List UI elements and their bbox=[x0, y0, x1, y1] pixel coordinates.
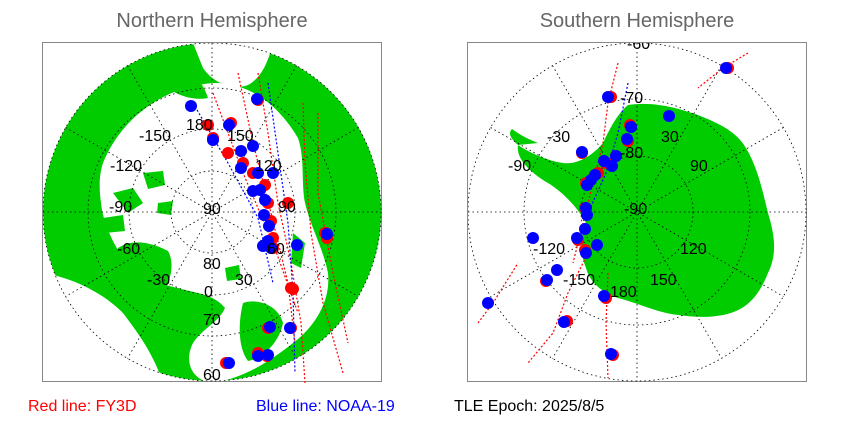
svalbard bbox=[225, 265, 241, 281]
north-polar-map: 180 -150 150 -120 120 -90 90 -60 60 -30 … bbox=[42, 42, 382, 383]
alaska bbox=[163, 63, 208, 99]
north-lon-label: -60 bbox=[117, 241, 140, 258]
south-lon-label: 120 bbox=[680, 241, 707, 258]
north-lat-label: 60 bbox=[203, 367, 221, 383]
south-panel-title: Southern Hemisphere bbox=[539, 10, 735, 32]
antarctic-peninsula bbox=[510, 129, 538, 145]
north-lon-label: 180 bbox=[186, 117, 213, 134]
south-lat-label: -80 bbox=[620, 145, 643, 162]
south-lon-label: 30 bbox=[661, 129, 679, 146]
south-lon-label: -90 bbox=[508, 158, 531, 175]
south-lat-label: -90 bbox=[624, 201, 647, 218]
south-noaa19-tracks bbox=[587, 82, 629, 214]
north-lon-label: -30 bbox=[147, 272, 170, 289]
south-lon-label: -120 bbox=[533, 241, 565, 258]
south-lon-label: 150 bbox=[650, 272, 677, 289]
south-lat-label: -70 bbox=[620, 90, 643, 107]
north-lon-label: -120 bbox=[110, 158, 142, 175]
north-panel-title: Northern Hemisphere bbox=[116, 10, 308, 32]
north-map-svg: 180 -150 150 -120 120 -90 90 -60 60 -30 … bbox=[43, 43, 382, 383]
north-lon-label: 0 bbox=[204, 284, 213, 301]
greenland bbox=[113, 242, 172, 303]
north-lon-label: 150 bbox=[227, 128, 254, 145]
north-lat-label: 90 bbox=[203, 201, 221, 218]
canadian-islands bbox=[103, 171, 173, 233]
south-lon-label: -150 bbox=[563, 272, 595, 289]
north-lon-label: 60 bbox=[267, 241, 285, 258]
north-lat-label: 80 bbox=[203, 256, 221, 273]
north-lat-label: 70 bbox=[203, 312, 221, 329]
north-noaa19-markers bbox=[185, 93, 333, 369]
legend-fy3d: Red line: FY3D bbox=[28, 398, 137, 415]
north-lon-label: -150 bbox=[139, 128, 171, 145]
north-lon-label: -90 bbox=[109, 199, 132, 216]
north-graticule bbox=[43, 43, 382, 382]
south-lon-label: 180 bbox=[610, 284, 637, 301]
south-lon-label: -30 bbox=[547, 129, 570, 146]
south-lon-label: 90 bbox=[690, 158, 708, 175]
south-noaa19-markers bbox=[482, 62, 732, 360]
legend-noaa19: Blue line: NOAA-19 bbox=[256, 398, 395, 415]
south-polar-map: -60 -30 30 -90 90 -120 120 -150 150 180 … bbox=[467, 42, 807, 382]
south-map-svg: -60 -30 30 -90 90 -120 120 -150 150 180 … bbox=[468, 43, 807, 382]
tle-epoch: TLE Epoch: 2025/8/5 bbox=[454, 398, 605, 415]
north-lon-label: 90 bbox=[278, 199, 296, 216]
north-lon-label: 30 bbox=[235, 272, 253, 289]
south-lon-label: -60 bbox=[627, 43, 650, 53]
pacific-ocean bbox=[193, 43, 273, 88]
north-lon-label: 120 bbox=[255, 158, 282, 175]
antarctica bbox=[517, 103, 775, 317]
